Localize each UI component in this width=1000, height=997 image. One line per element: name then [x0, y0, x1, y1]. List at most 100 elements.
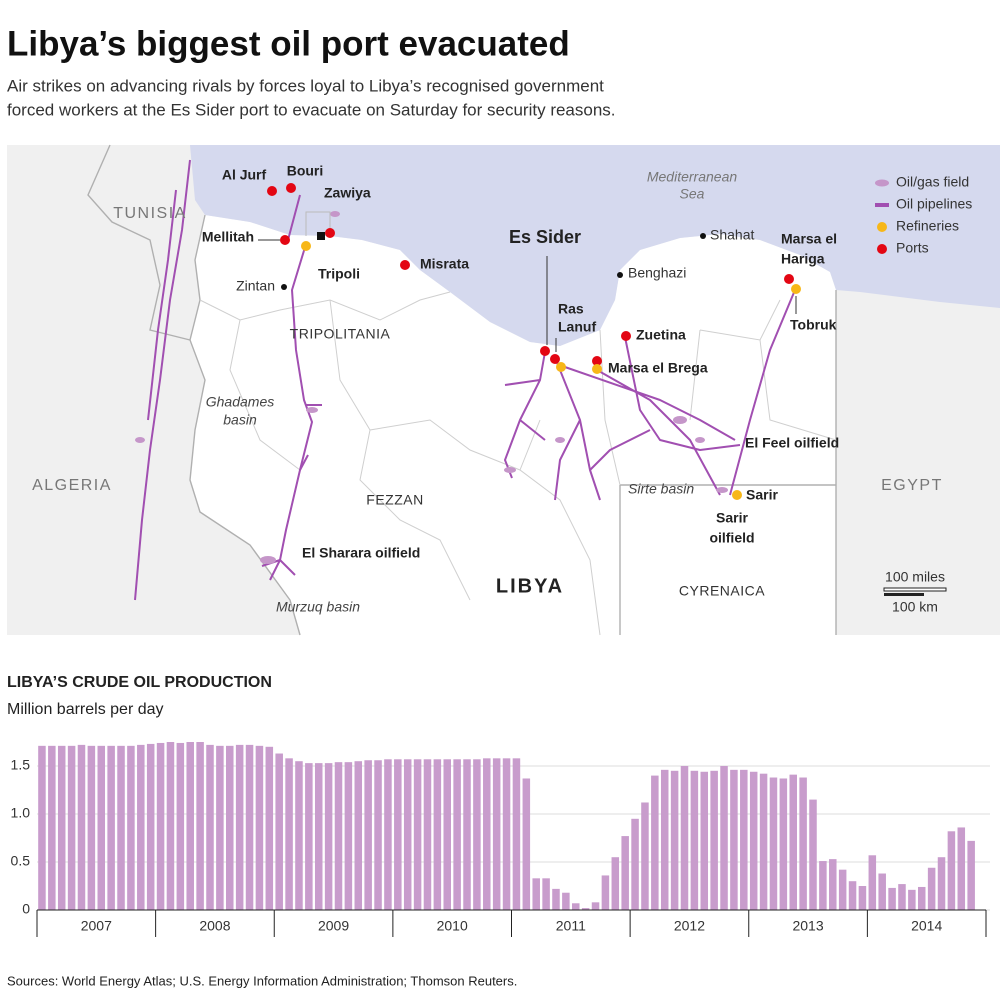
map-label: Mellitah	[202, 229, 254, 245]
bar	[888, 887, 896, 910]
port	[592, 356, 602, 366]
y-tick-label: 0	[22, 901, 30, 917]
bar	[858, 886, 867, 910]
map-label: Zuetina	[636, 327, 686, 343]
bar	[631, 818, 639, 910]
scale-label: 100 km	[892, 599, 938, 615]
bar	[413, 759, 422, 910]
x-tick-label: 2011	[556, 918, 586, 934]
bar	[809, 799, 817, 910]
bar	[127, 745, 135, 910]
city	[700, 233, 706, 239]
map-label: FEZZAN	[366, 492, 423, 508]
bar	[137, 744, 145, 910]
legend-label: Refineries	[896, 218, 959, 234]
pipeline	[554, 359, 601, 501]
title: Libya’s biggest oil port evacuated	[7, 24, 570, 63]
bar	[769, 777, 778, 910]
bar	[156, 742, 165, 910]
border	[189, 214, 301, 636]
map-label: Murzuq basin	[276, 599, 360, 615]
x-tick-label: 2012	[674, 918, 705, 934]
bar	[898, 884, 906, 910]
bar	[117, 745, 125, 910]
bar	[937, 857, 946, 910]
bar	[433, 759, 442, 910]
bar	[374, 760, 382, 910]
bar	[621, 836, 629, 910]
chart-title: LIBYA’S CRUDE OIL PRODUCTION	[7, 674, 272, 691]
oil-field	[555, 437, 565, 443]
bar	[67, 745, 76, 910]
refinery	[556, 362, 566, 372]
map-label: LIBYA	[496, 575, 564, 597]
legend-swatch	[877, 244, 887, 254]
bar	[57, 745, 66, 910]
bar	[779, 778, 788, 910]
bar	[838, 869, 847, 910]
pipeline	[589, 289, 796, 496]
subtitle-line: Air strikes on advancing rivals by force…	[7, 76, 604, 95]
bar	[354, 761, 363, 910]
libya-land	[190, 215, 836, 635]
map-label: ALGERIA	[32, 477, 112, 494]
pipeline	[504, 351, 546, 479]
bar	[601, 875, 610, 910]
refinery	[592, 364, 602, 374]
map-label: Zintan	[236, 278, 275, 294]
bar	[749, 771, 758, 910]
bar	[542, 878, 550, 910]
port	[280, 235, 290, 245]
x-tick-label: 2010	[437, 918, 468, 934]
bar	[265, 746, 274, 910]
port	[550, 354, 560, 364]
scale-bar: 100 miles 100 km	[883, 569, 947, 615]
map-label: Sea	[680, 186, 705, 202]
map-label: Tripoli	[318, 266, 360, 282]
pipeline	[269, 194, 313, 581]
markers	[267, 183, 801, 500]
port	[400, 260, 410, 270]
bar	[483, 758, 491, 910]
oil-field	[306, 407, 318, 413]
bar	[463, 759, 471, 910]
x-tick-label: 2014	[911, 918, 942, 934]
port	[286, 183, 296, 193]
bar	[651, 775, 659, 910]
bar	[324, 763, 333, 910]
bar	[819, 861, 827, 910]
bar	[571, 903, 580, 910]
bar	[235, 744, 244, 910]
leader-line	[305, 211, 331, 236]
bar	[186, 742, 194, 910]
map-label: Marsa el	[781, 231, 837, 247]
bar	[255, 745, 264, 910]
bar	[690, 770, 699, 910]
map-label: Zawiya	[324, 185, 371, 201]
map-label: El Feel oilfield	[745, 435, 839, 451]
bar	[97, 745, 106, 910]
city	[281, 284, 287, 290]
bar	[552, 888, 560, 910]
bar	[245, 744, 254, 910]
pipeline	[147, 189, 177, 421]
scale-bar	[883, 587, 947, 592]
port	[325, 228, 335, 238]
map-label: Misrata	[420, 256, 469, 272]
map-label: Hariga	[781, 251, 825, 267]
map: Oil/gas field Oil pipelines Refineries P…	[7, 144, 1000, 636]
pipeline	[134, 159, 191, 601]
chart-subtitle: Million barrels per day	[7, 701, 164, 718]
bar	[611, 857, 620, 910]
bar	[146, 743, 155, 910]
bar	[829, 859, 837, 910]
bar	[453, 759, 461, 910]
bar	[700, 771, 709, 910]
bar	[947, 831, 956, 910]
bar	[206, 744, 214, 910]
port	[540, 346, 550, 356]
oil-fields	[135, 211, 728, 564]
legend-label: Ports	[896, 240, 929, 256]
